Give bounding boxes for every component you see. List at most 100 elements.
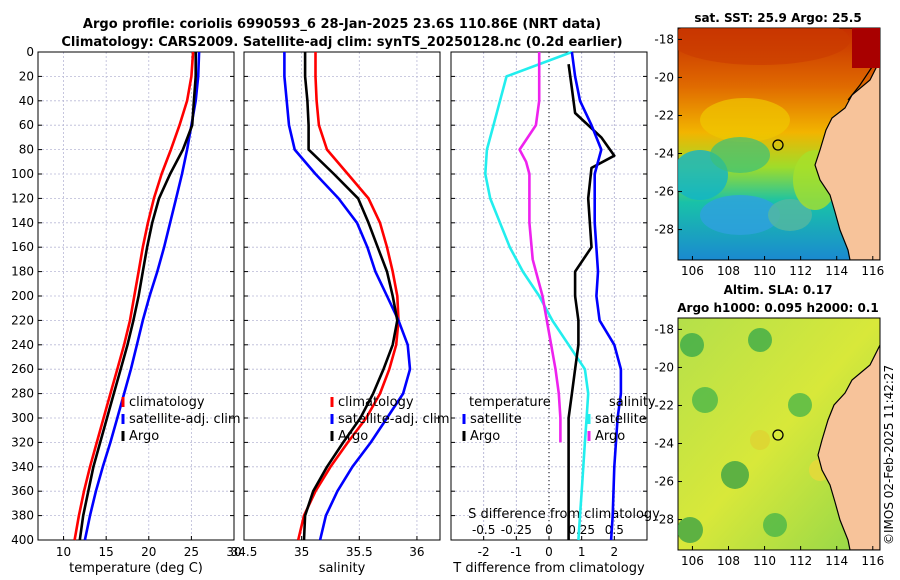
figure-title-line2: Climatology: CARS2009. Satellite-adj cli… bbox=[61, 35, 622, 50]
legend-label: Argo bbox=[595, 429, 625, 444]
temperature-panel: 0 20 40 60 80 100 120 140 160 180 200 220 240 260 280 3… bbox=[11, 45, 242, 576]
australia-landmass-sst bbox=[814, 59, 880, 260]
map-x-tick-label: 106 bbox=[681, 554, 704, 568]
x-axis-label: salinity bbox=[319, 561, 366, 576]
legend-label: satellite bbox=[595, 412, 647, 427]
x-tick-label: 15 bbox=[99, 545, 114, 559]
x-tick-label: 0 bbox=[545, 545, 553, 559]
map-x-tick-label: 114 bbox=[825, 264, 848, 278]
y-tick-label: 80 bbox=[19, 143, 34, 157]
series-line-satellite-adj-clim bbox=[283, 52, 412, 541]
y-tick-label: 140 bbox=[11, 216, 34, 230]
x-tick-label: 1 bbox=[578, 545, 586, 559]
y-tick-label: 120 bbox=[11, 191, 34, 205]
x2-tick-label: -0.5 bbox=[472, 523, 495, 537]
series-line-temperature-satellite bbox=[483, 50, 590, 541]
x-tick-label: 30 bbox=[226, 545, 241, 559]
y-tick-label: 380 bbox=[11, 509, 34, 523]
map-y-tick-label: -28 bbox=[654, 513, 674, 527]
y-tick-label: 220 bbox=[11, 313, 34, 327]
map-y-tick-label: -18 bbox=[654, 32, 674, 46]
series-line-salinity-satellite bbox=[570, 51, 623, 541]
series-line-Argo bbox=[78, 52, 197, 541]
y-tick-label: 240 bbox=[11, 338, 34, 352]
copyright-stamp: ©IMOS 02-Feb-2025 11:42:27 bbox=[882, 365, 896, 545]
sst-map-title: sat. SST: 25.9 Argo: 25.5 bbox=[694, 11, 861, 25]
y-tick-label: 100 bbox=[11, 167, 34, 181]
x-tick-label: -2 bbox=[478, 545, 490, 559]
legend-title-temperature: temperature bbox=[469, 395, 551, 410]
legend-title-salinity: salinity bbox=[609, 395, 656, 410]
salinity-panel: 34.5 35 35.5 36 salinity climatology satellite… bbox=[231, 51, 450, 576]
legend-label: satellite-adj. clim bbox=[338, 412, 450, 427]
map-x-tick-label: 116 bbox=[861, 264, 884, 278]
map-x-tick-label: 106 bbox=[681, 264, 704, 278]
map-x-tick-label: 110 bbox=[753, 264, 776, 278]
map-x-tick-label: 108 bbox=[717, 554, 740, 568]
map-y-tick-label: -22 bbox=[654, 398, 674, 412]
map-y-tick-label: -20 bbox=[654, 70, 674, 84]
y-tick-label: 40 bbox=[19, 94, 34, 108]
figure-title-line1: Argo profile: coriolis 6990593_6 28-Jan-… bbox=[83, 17, 601, 32]
legend-label: Argo bbox=[338, 429, 368, 444]
map-y-tick-label: -20 bbox=[654, 360, 674, 374]
x-tick-label: -1 bbox=[510, 545, 522, 559]
series-line-temperature-Argo bbox=[567, 64, 616, 540]
x-tick-label: 35 bbox=[294, 545, 309, 559]
y-tick-label: 20 bbox=[19, 69, 34, 83]
sla-map-title-line1: Altim. SLA: 0.17 bbox=[724, 283, 833, 297]
x2-tick-label: -0.25 bbox=[501, 523, 532, 537]
map-y-tick-label: -18 bbox=[654, 322, 674, 336]
map-y-tick-label: -26 bbox=[654, 475, 674, 489]
legend-label: climatology bbox=[129, 395, 205, 410]
map-x-tick-label: 116 bbox=[861, 554, 884, 568]
sst-map bbox=[677, 27, 881, 261]
map-x-tick-label: 114 bbox=[825, 554, 848, 568]
x2-tick-label: 0.25 bbox=[568, 523, 595, 537]
y-tick-label: 0 bbox=[26, 45, 34, 59]
australia-landmass-sla bbox=[817, 344, 880, 550]
y-tick-label: 340 bbox=[11, 460, 34, 474]
y-tick-label: 60 bbox=[19, 118, 34, 132]
x-tick-label: 2 bbox=[611, 545, 619, 559]
sst-map-axes: 106 108 110 112 114 116 -18 -20 -22 -24 -26 -28 bbox=[654, 32, 884, 278]
legend-label: Argo bbox=[470, 429, 500, 444]
x-tick-label: 10 bbox=[56, 545, 71, 559]
x-tick-label: 35.5 bbox=[346, 545, 373, 559]
y-tick-label: 300 bbox=[11, 411, 34, 425]
y-tick-label: 280 bbox=[11, 387, 34, 401]
map-x-tick-label: 110 bbox=[753, 554, 776, 568]
sla-map-title-line2: Argo h1000: 0.095 h2000: 0.1 bbox=[677, 301, 878, 315]
map-y-tick-label: -24 bbox=[654, 147, 674, 161]
series-line-climatology bbox=[296, 52, 400, 541]
legend-label: climatology bbox=[338, 395, 414, 410]
x2-axis-label: S difference from climatology bbox=[468, 507, 660, 522]
map-x-tick-label: 112 bbox=[789, 554, 812, 568]
legend-label: Argo bbox=[129, 429, 159, 444]
map-y-tick-label: -22 bbox=[654, 108, 674, 122]
difference-panel: -2 -1 0 1 2 T difference from climatology S di… bbox=[450, 50, 660, 576]
series-line-salinity-Argo bbox=[518, 52, 562, 443]
x-tick-label: 34.5 bbox=[231, 545, 258, 559]
map-y-tick-label: -26 bbox=[654, 185, 674, 199]
sla-map bbox=[677, 317, 881, 551]
argo-location-marker-sst bbox=[772, 139, 784, 151]
x-tick-label: 20 bbox=[141, 545, 156, 559]
y-tick-label: 260 bbox=[11, 362, 34, 376]
y-tick-label: 200 bbox=[11, 289, 34, 303]
x2-tick-label: 0 bbox=[545, 523, 553, 537]
x-axis-label: temperature (deg C) bbox=[69, 561, 203, 576]
x2-tick-label: 0.5 bbox=[605, 523, 624, 537]
sla-map-axes: 106 108 110 112 114 116 -18 -20 -22 -24 -26 -28 bbox=[654, 322, 884, 568]
map-y-tick-label: -28 bbox=[654, 223, 674, 237]
y-tick-label: 180 bbox=[11, 265, 34, 279]
map-x-tick-label: 108 bbox=[717, 264, 740, 278]
map-y-tick-label: -24 bbox=[654, 437, 674, 451]
argo-location-marker-sla bbox=[772, 429, 784, 441]
x-tick-label: 36 bbox=[409, 545, 424, 559]
x-axis-label: T difference from climatology bbox=[452, 561, 645, 576]
legend-label: satellite bbox=[470, 412, 522, 427]
x-tick-label: 25 bbox=[184, 545, 199, 559]
y-tick-label: 400 bbox=[11, 533, 34, 547]
